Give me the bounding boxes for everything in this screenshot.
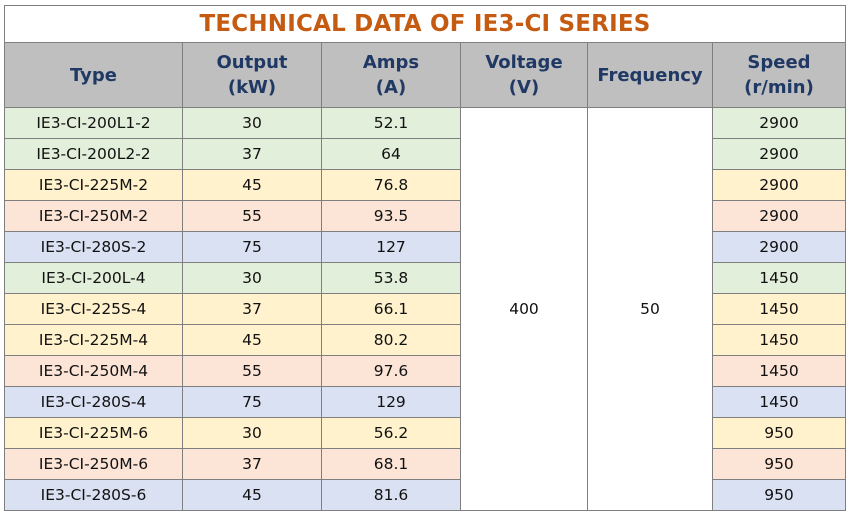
cell-type: IE3-CI-250M-6	[4, 448, 183, 480]
cell-amps: 80.2	[321, 324, 461, 356]
cell-output: 30	[182, 262, 322, 294]
cell-amps: 129	[321, 386, 461, 418]
table-row: IE3-CI-280S-2 75 127 2900	[4, 231, 846, 263]
cell-amps: 93.5	[321, 200, 461, 232]
header-type: Type	[4, 42, 183, 108]
table-row: IE3-CI-280S-6 45 81.6 950	[4, 479, 846, 511]
header-row: Type Output (kW) Amps (A) Voltage (V) Frequ…	[4, 42, 846, 108]
cell-type: IE3-CI-225M-2	[4, 169, 183, 201]
cell-output: 45	[182, 169, 322, 201]
cell-speed: 1450	[712, 355, 846, 387]
cell-speed: 2900	[712, 138, 846, 170]
cell-speed: 1450	[712, 262, 846, 294]
cell-output: 45	[182, 324, 322, 356]
cell-type: IE3-CI-200L1-2	[4, 107, 183, 139]
cell-amps: 64	[321, 138, 461, 170]
header-voltage: Voltage (V)	[460, 42, 588, 108]
table-row: IE3-CI-225S-4 37 66.1 1450	[4, 293, 846, 325]
cell-speed: 2900	[712, 200, 846, 232]
table-body: IE3-CI-200L1-2 30 52.1 400 50 2900 IE3-C…	[4, 107, 846, 511]
cell-type: IE3-CI-250M-4	[4, 355, 183, 387]
table-row: IE3-CI-225M-6 30 56.2 950	[4, 417, 846, 449]
cell-frequency: 50	[587, 107, 713, 511]
header-amps: Amps (A)	[321, 42, 461, 108]
cell-amps: 66.1	[321, 293, 461, 325]
cell-output: 37	[182, 448, 322, 480]
table-row: IE3-CI-200L-4 30 53.8 1450	[4, 262, 846, 294]
cell-amps: 76.8	[321, 169, 461, 201]
technical-data-table: TECHNICAL DATA OF IE3-CI SERIES Type Out…	[4, 5, 846, 511]
cell-output: 30	[182, 417, 322, 449]
header-frequency: Frequency	[587, 42, 713, 108]
table-row: IE3-CI-250M-2 55 93.5 2900	[4, 200, 846, 232]
technical-data-table-wrapper: TECHNICAL DATA OF IE3-CI SERIES Type Out…	[4, 5, 846, 511]
cell-amps: 68.1	[321, 448, 461, 480]
cell-output: 30	[182, 107, 322, 139]
table-row: IE3-CI-200L2-2 37 64 2900	[4, 138, 846, 170]
cell-type: IE3-CI-200L-4	[4, 262, 183, 294]
cell-speed: 1450	[712, 386, 846, 418]
cell-speed: 950	[712, 448, 846, 480]
cell-speed: 950	[712, 479, 846, 511]
table-row: IE3-CI-225M-4 45 80.2 1450	[4, 324, 846, 356]
cell-type: IE3-CI-200L2-2	[4, 138, 183, 170]
cell-output: 37	[182, 138, 322, 170]
cell-output: 75	[182, 231, 322, 263]
cell-output: 55	[182, 200, 322, 232]
cell-voltage: 400	[460, 107, 588, 511]
cell-speed: 2900	[712, 169, 846, 201]
cell-amps: 52.1	[321, 107, 461, 139]
table-title: TECHNICAL DATA OF IE3-CI SERIES	[4, 5, 846, 43]
cell-type: IE3-CI-250M-2	[4, 200, 183, 232]
cell-speed: 2900	[712, 231, 846, 263]
cell-type: IE3-CI-280S-4	[4, 386, 183, 418]
cell-type: IE3-CI-225M-4	[4, 324, 183, 356]
cell-amps: 53.8	[321, 262, 461, 294]
header-output: Output (kW)	[182, 42, 322, 108]
table-row: IE3-CI-280S-4 75 129 1450	[4, 386, 846, 418]
cell-type: IE3-CI-280S-2	[4, 231, 183, 263]
cell-type: IE3-CI-225S-4	[4, 293, 183, 325]
cell-amps: 81.6	[321, 479, 461, 511]
cell-speed: 950	[712, 417, 846, 449]
cell-speed: 2900	[712, 107, 846, 139]
cell-speed: 1450	[712, 324, 846, 356]
table-row: IE3-CI-200L1-2 30 52.1 400 50 2900	[4, 107, 846, 511]
cell-amps: 127	[321, 231, 461, 263]
cell-output: 75	[182, 386, 322, 418]
cell-output: 55	[182, 355, 322, 387]
table-row: IE3-CI-250M-4 55 97.6 1450	[4, 355, 846, 387]
cell-type: IE3-CI-280S-6	[4, 479, 183, 511]
table-row: IE3-CI-250M-6 37 68.1 950	[4, 448, 846, 480]
cell-output: 37	[182, 293, 322, 325]
cell-amps: 56.2	[321, 417, 461, 449]
table-row: IE3-CI-225M-2 45 76.8 2900	[4, 169, 846, 201]
cell-speed: 1450	[712, 293, 846, 325]
cell-output: 45	[182, 479, 322, 511]
cell-type: IE3-CI-225M-6	[4, 417, 183, 449]
cell-amps: 97.6	[321, 355, 461, 387]
header-speed: Speed (r/min)	[712, 42, 846, 108]
